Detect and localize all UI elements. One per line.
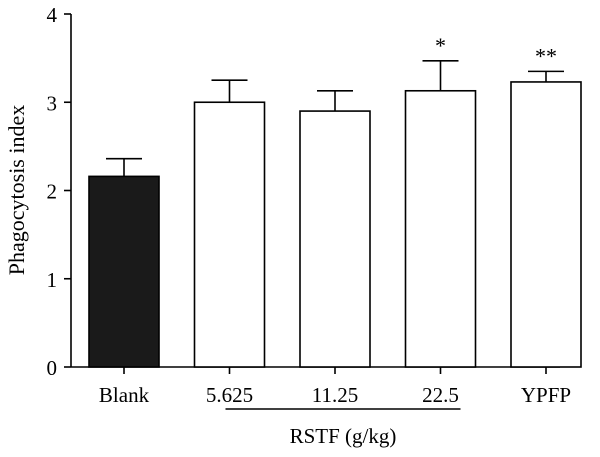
x-tick-label: 5.625 bbox=[206, 383, 253, 407]
labels: Blank 5.625 11.25 22.5 * YPFP ** RSTF (g/kg) bbox=[99, 33, 571, 448]
bar bbox=[510, 81, 582, 368]
bar bbox=[404, 89, 477, 368]
y-tick-label: 2 bbox=[47, 180, 58, 204]
bar bbox=[193, 101, 266, 368]
y-tick-label: 0 bbox=[47, 356, 58, 380]
significance-marker: ** bbox=[535, 43, 557, 68]
y-tick-label: 1 bbox=[47, 268, 58, 292]
x-tick-label: YPFP bbox=[521, 383, 571, 407]
x-tick-label: 11.25 bbox=[312, 383, 358, 407]
bar bbox=[299, 110, 371, 368]
y-axis-label: Phagocytosis index bbox=[4, 105, 29, 276]
x-tick-label: Blank bbox=[99, 383, 150, 407]
group-bracket-label: RSTF (g/kg) bbox=[290, 424, 397, 448]
bar bbox=[88, 175, 160, 368]
x-tick-label: 22.5 bbox=[422, 383, 459, 407]
bars bbox=[88, 59, 582, 368]
significance-marker: * bbox=[435, 33, 446, 58]
y-tick-label: 3 bbox=[47, 91, 58, 115]
y-tick-label: 4 bbox=[47, 3, 58, 27]
